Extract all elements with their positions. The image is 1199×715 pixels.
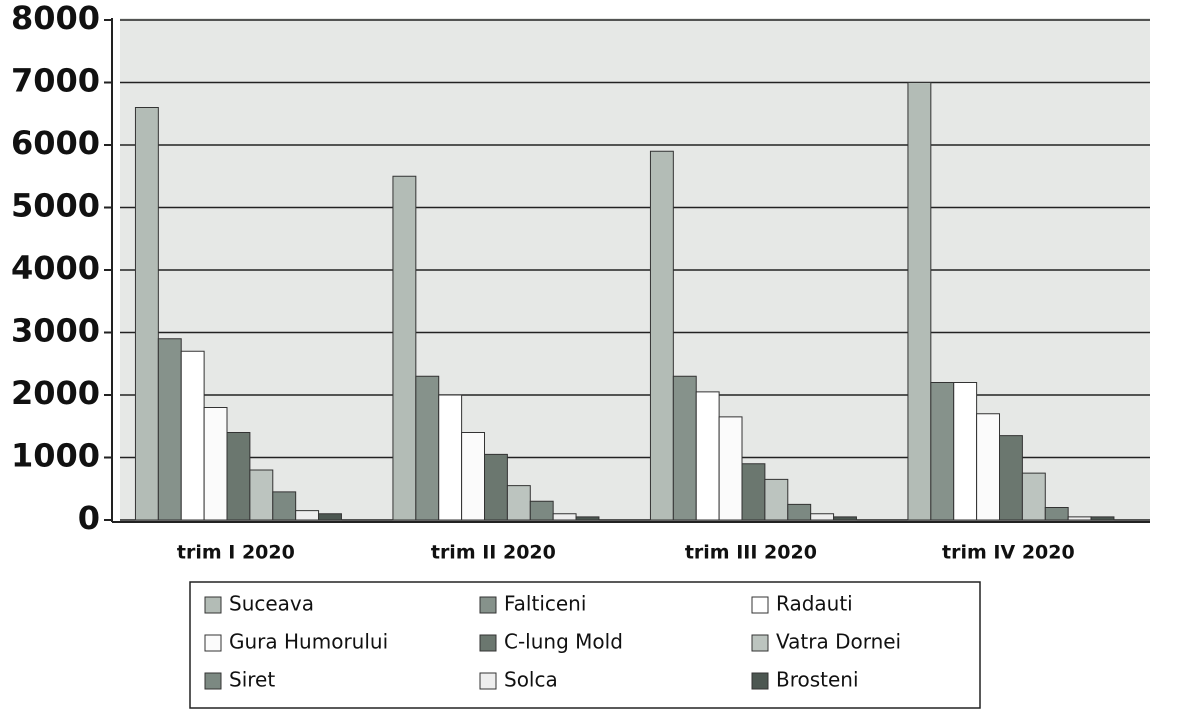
bar (1090, 516, 1115, 521)
legend-label: C-lung Mold (504, 630, 623, 654)
bar (976, 413, 1001, 521)
y-tick-label: 7000 (11, 62, 100, 100)
bar (930, 382, 955, 521)
bar (718, 416, 743, 521)
bar (1067, 516, 1092, 521)
bar (695, 391, 720, 521)
bar (134, 107, 159, 521)
y-tick-label: 8000 (11, 0, 100, 37)
legend-label: Brosteni (776, 668, 859, 692)
y-tick-label: 0 (78, 499, 100, 537)
x-tick-label: trim II 2020 (431, 542, 556, 564)
bar (764, 478, 789, 521)
legend-swatch (204, 634, 222, 652)
legend-label: Falticeni (504, 592, 586, 616)
bar (953, 382, 978, 521)
bar (552, 513, 577, 521)
legend-swatch (204, 672, 222, 690)
bar (787, 503, 812, 521)
legend-label: Suceava (229, 592, 314, 616)
bar (810, 513, 835, 521)
bar (1044, 507, 1069, 521)
y-tick-label: 5000 (11, 187, 100, 225)
bar (741, 463, 766, 521)
legend-swatch (751, 672, 769, 690)
legend-swatch (479, 672, 497, 690)
bar (649, 150, 674, 521)
legend-label: Radauti (776, 592, 853, 616)
bar (529, 500, 554, 521)
x-tick-label: trim I 2020 (177, 542, 295, 564)
x-tick-label: trim III 2020 (685, 542, 817, 564)
legend-label: Gura Humorului (229, 630, 388, 654)
bar (672, 375, 697, 521)
bar (999, 435, 1023, 521)
y-tick-label: 1000 (11, 437, 100, 475)
bar (157, 338, 182, 521)
legend-label: Vatra Dornei (776, 630, 901, 654)
bar (318, 513, 342, 521)
bar (461, 432, 486, 521)
bar (249, 469, 274, 521)
legend-swatch (751, 634, 769, 652)
legend-box (189, 581, 981, 709)
bar (295, 510, 320, 521)
bar (907, 82, 932, 521)
bar (575, 516, 600, 521)
legend-swatch (479, 596, 497, 614)
bar (506, 485, 531, 521)
y-tick-label: 3000 (11, 312, 100, 350)
bar (484, 453, 508, 521)
bar (415, 375, 440, 521)
bar (1021, 472, 1046, 521)
bar (180, 350, 205, 521)
y-tick-label: 2000 (11, 374, 100, 412)
bar (226, 432, 251, 521)
legend-label: Solca (504, 668, 558, 692)
y-tick-label: 4000 (11, 249, 100, 287)
x-tick-label: trim IV 2020 (942, 542, 1075, 564)
legend-swatch (479, 634, 497, 652)
legend-swatch (204, 596, 222, 614)
bar (203, 407, 228, 521)
legend-label: Siret (229, 668, 275, 692)
y-tick-label: 6000 (11, 124, 100, 162)
bar (392, 175, 417, 521)
legend-swatch (751, 596, 769, 614)
bar (438, 394, 463, 521)
bar (272, 491, 297, 521)
bar (833, 516, 857, 521)
